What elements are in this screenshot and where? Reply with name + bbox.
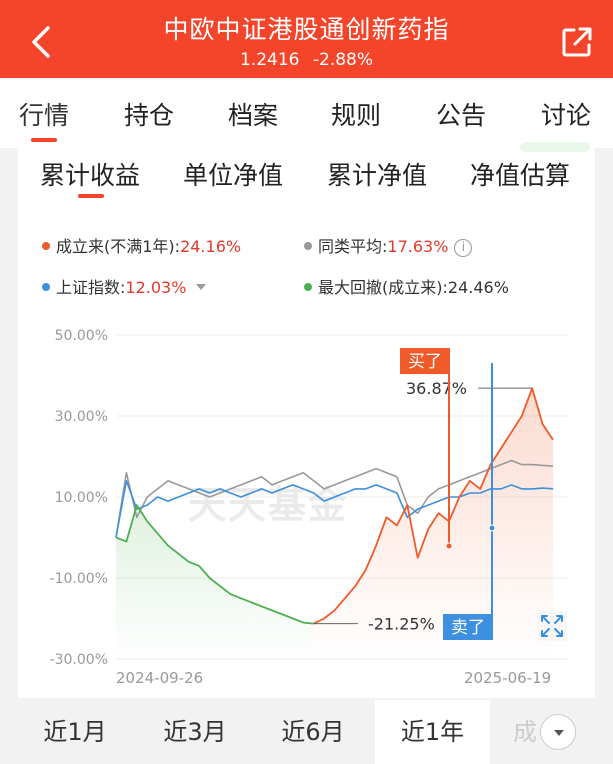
tab-archive[interactable]: 档案 <box>228 101 279 130</box>
y-tick-label: -30.00% <box>50 652 108 668</box>
active-tab-indicator <box>31 138 57 142</box>
drawdown-line <box>115 504 314 625</box>
chart-watermark: 天天基金 <box>188 482 348 527</box>
legend-index-value: 12.03% <box>125 278 187 297</box>
active-subtab-indicator <box>78 194 104 198</box>
tab-announcements[interactable]: 公告 <box>436 101 487 130</box>
legend-fund-dot <box>42 242 50 250</box>
fund-title: 中欧中证港股通创新药指 <box>163 15 450 44</box>
fund-quote: 1.2416 -2.88% <box>0 50 613 70</box>
fund-nav: 1.2416 <box>239 50 300 70</box>
sell-point <box>488 524 496 532</box>
period-1y[interactable]: 近1年 <box>375 700 490 764</box>
legend-fund-label: 成立来(不满1年): <box>56 237 181 256</box>
more-periods-chevron-icon[interactable] <box>540 714 576 750</box>
return-chart[interactable]: 50.00% 30.00% 10.00% -10.00% -30.00% 天天基金 36… <box>18 148 595 698</box>
legend-drawdown[interactable]: 最大回撤(成立来):24.46% <box>304 274 509 298</box>
subtab-nav-estimate[interactable]: 净值估算 <box>470 161 571 190</box>
x-start-label: 2024-09-26 <box>116 669 203 687</box>
legend-index-dot <box>42 283 50 291</box>
fund-change: -2.88% <box>312 50 374 70</box>
legend-peer-label: 同类平均: <box>318 237 388 256</box>
peak-label: 36.87% <box>406 379 467 398</box>
legend-drawdown-label: 最大回撤(成立来): <box>318 278 448 297</box>
legend-index[interactable]: 上证指数:12.03% <box>42 274 207 298</box>
share-external-icon[interactable] <box>559 24 595 60</box>
info-icon[interactable]: i <box>454 239 473 257</box>
sell-marker-box <box>443 614 493 640</box>
y-tick-label: -10.00% <box>50 571 108 587</box>
buy-point <box>445 542 453 550</box>
y-axis-ticks: 50.00% 30.00% 10.00% -10.00% -30.00% <box>50 328 108 668</box>
tab-holdings[interactable]: 持仓 <box>124 101 175 130</box>
subtab-unit-nav[interactable]: 单位净值 <box>183 161 284 190</box>
dropdown-caret-icon[interactable] <box>196 284 207 290</box>
subtab-cumulative-return[interactable]: 累计收益 <box>40 161 141 190</box>
fullscreen-icon[interactable] <box>537 611 567 641</box>
subtab-cumulative-nav[interactable]: 累计净值 <box>327 161 428 190</box>
estimate-badge <box>520 142 590 152</box>
fund-area <box>313 388 553 659</box>
legend-peer[interactable]: 同类平均:17.63% i <box>304 233 473 257</box>
legend-index-label: 上证指数: <box>56 278 126 297</box>
top-bar: 中欧中证港股通创新药指 1.2416 -2.88% <box>0 0 613 78</box>
period-selector: 近1月 近3月 近6月 近1年 成 <box>0 700 613 764</box>
buy-marker-label: 买了 <box>408 352 442 372</box>
tab-rules[interactable]: 规则 <box>331 101 382 130</box>
period-6m[interactable]: 近6月 <box>281 718 345 746</box>
y-tick-label: 50.00% <box>55 328 108 344</box>
legend-drawdown-dot <box>304 283 312 291</box>
sell-marker-label: 卖了 <box>451 618 485 638</box>
legend-peer-dot <box>304 242 312 250</box>
tab-market[interactable]: 行情 <box>19 101 70 130</box>
chart-lines <box>115 387 554 625</box>
chart-card: 累计收益 单位净值 累计净值 净值估算 成立来(不满1年):24.16% 同类平… <box>18 142 595 698</box>
index-line <box>115 480 554 538</box>
x-end-label: 2025-06-19 <box>464 669 551 687</box>
legend-fund[interactable]: 成立来(不满1年):24.16% <box>42 233 241 257</box>
tab-discussion[interactable]: 讨论 <box>541 101 592 130</box>
period-1m[interactable]: 近1月 <box>43 718 107 746</box>
trough-label: -21.25% <box>368 615 435 634</box>
legend-peer-value: 17.63% <box>387 237 449 256</box>
period-3m[interactable]: 近3月 <box>163 718 227 746</box>
peer-average-line <box>115 459 554 538</box>
main-tabs: 行情 持仓 档案 规则 公告 讨论 <box>0 78 613 148</box>
buy-marker-box <box>400 348 450 374</box>
period-since-inception[interactable]: 成 <box>513 718 537 746</box>
y-tick-label: 30.00% <box>55 409 108 425</box>
back-chevron-icon[interactable] <box>22 22 62 62</box>
legend-drawdown-value: 24.46% <box>447 278 509 297</box>
fund-line <box>313 387 554 625</box>
y-tick-label: 10.00% <box>55 490 108 506</box>
legend-fund-value: 24.16% <box>180 237 242 256</box>
